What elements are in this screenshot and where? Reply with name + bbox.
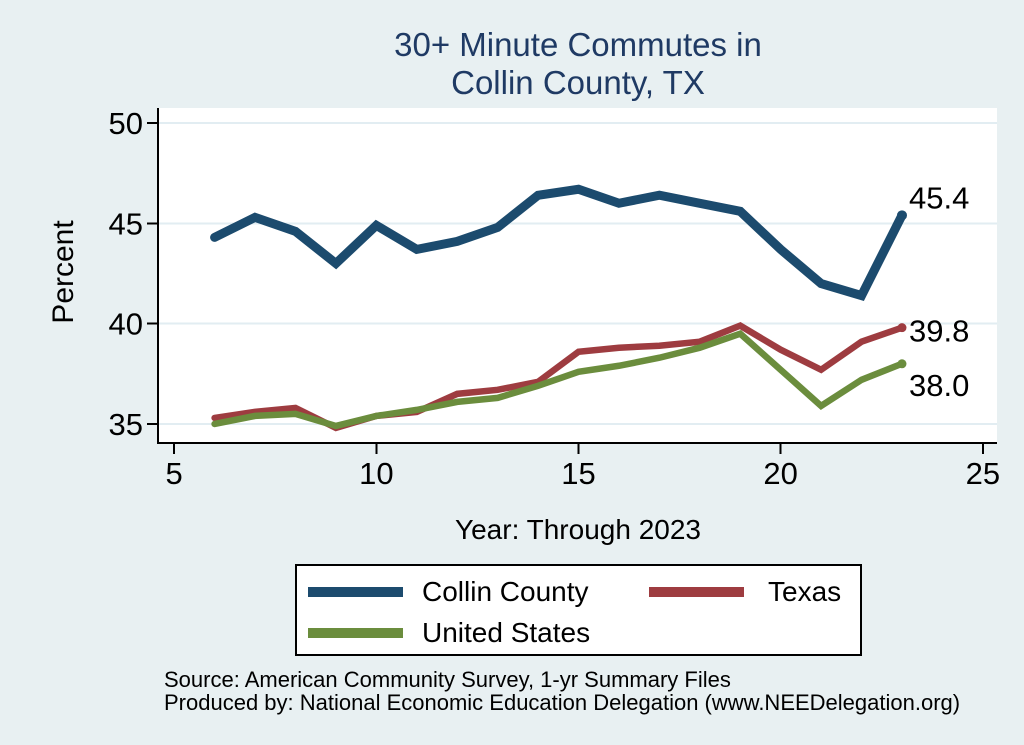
legend-label-united-states: United States <box>422 617 591 648</box>
x-tick-label-10: 10 <box>359 456 393 491</box>
chart-title-line2: Collin County, TX <box>451 64 705 101</box>
source-note: Source: American Community Survey, 1-yr … <box>164 668 960 714</box>
legend-swatch-united-states <box>308 628 403 638</box>
x-tick-label-20: 20 <box>763 456 797 491</box>
source-line: Source: American Community Survey, 1-yr … <box>164 667 731 692</box>
chart-title-line1: 30+ Minute Commutes in <box>394 26 762 63</box>
y-axis-label: Percent <box>47 220 80 324</box>
plot-area <box>158 108 997 443</box>
chart-title: 30+ Minute Commutes in Collin County, TX <box>158 26 998 102</box>
series-line-united-states <box>211 329 906 430</box>
x-tick-label-15: 15 <box>561 456 595 491</box>
series-end-marker-collin-county <box>896 210 907 221</box>
y-tick-label-35: 35 <box>109 407 143 442</box>
legend-label-collin-county: Collin County <box>422 576 589 607</box>
series-end-label-texas: 39.8 <box>909 314 969 349</box>
legend: Collin County Texas United States <box>295 564 862 656</box>
x-tick-label-5: 5 <box>166 456 183 491</box>
x-tick-label-25: 25 <box>966 456 1000 491</box>
series-end-marker-united-states <box>897 359 907 369</box>
y-tick-label-50: 50 <box>109 106 143 141</box>
series-end-label-united-states: 38.0 <box>909 368 969 403</box>
produced-by-line: Produced by: National Economic Education… <box>164 690 961 715</box>
line-chart-plot: 35 40 45 50 5 10 15 20 25 45.4 39.8 38.0 <box>109 106 1001 491</box>
series-end-label-collin-county: 45.4 <box>909 180 969 215</box>
series-line-collin-county <box>210 184 907 301</box>
x-axis-label: Year: Through 2023 <box>455 514 701 545</box>
series-end-marker-texas <box>897 323 907 333</box>
legend-swatch-collin-county <box>308 587 403 597</box>
legend-swatch-texas <box>649 587 744 597</box>
y-tick-label-45: 45 <box>109 206 143 241</box>
y-tick-label-40: 40 <box>109 307 143 342</box>
legend-label-texas: Texas <box>768 576 842 607</box>
